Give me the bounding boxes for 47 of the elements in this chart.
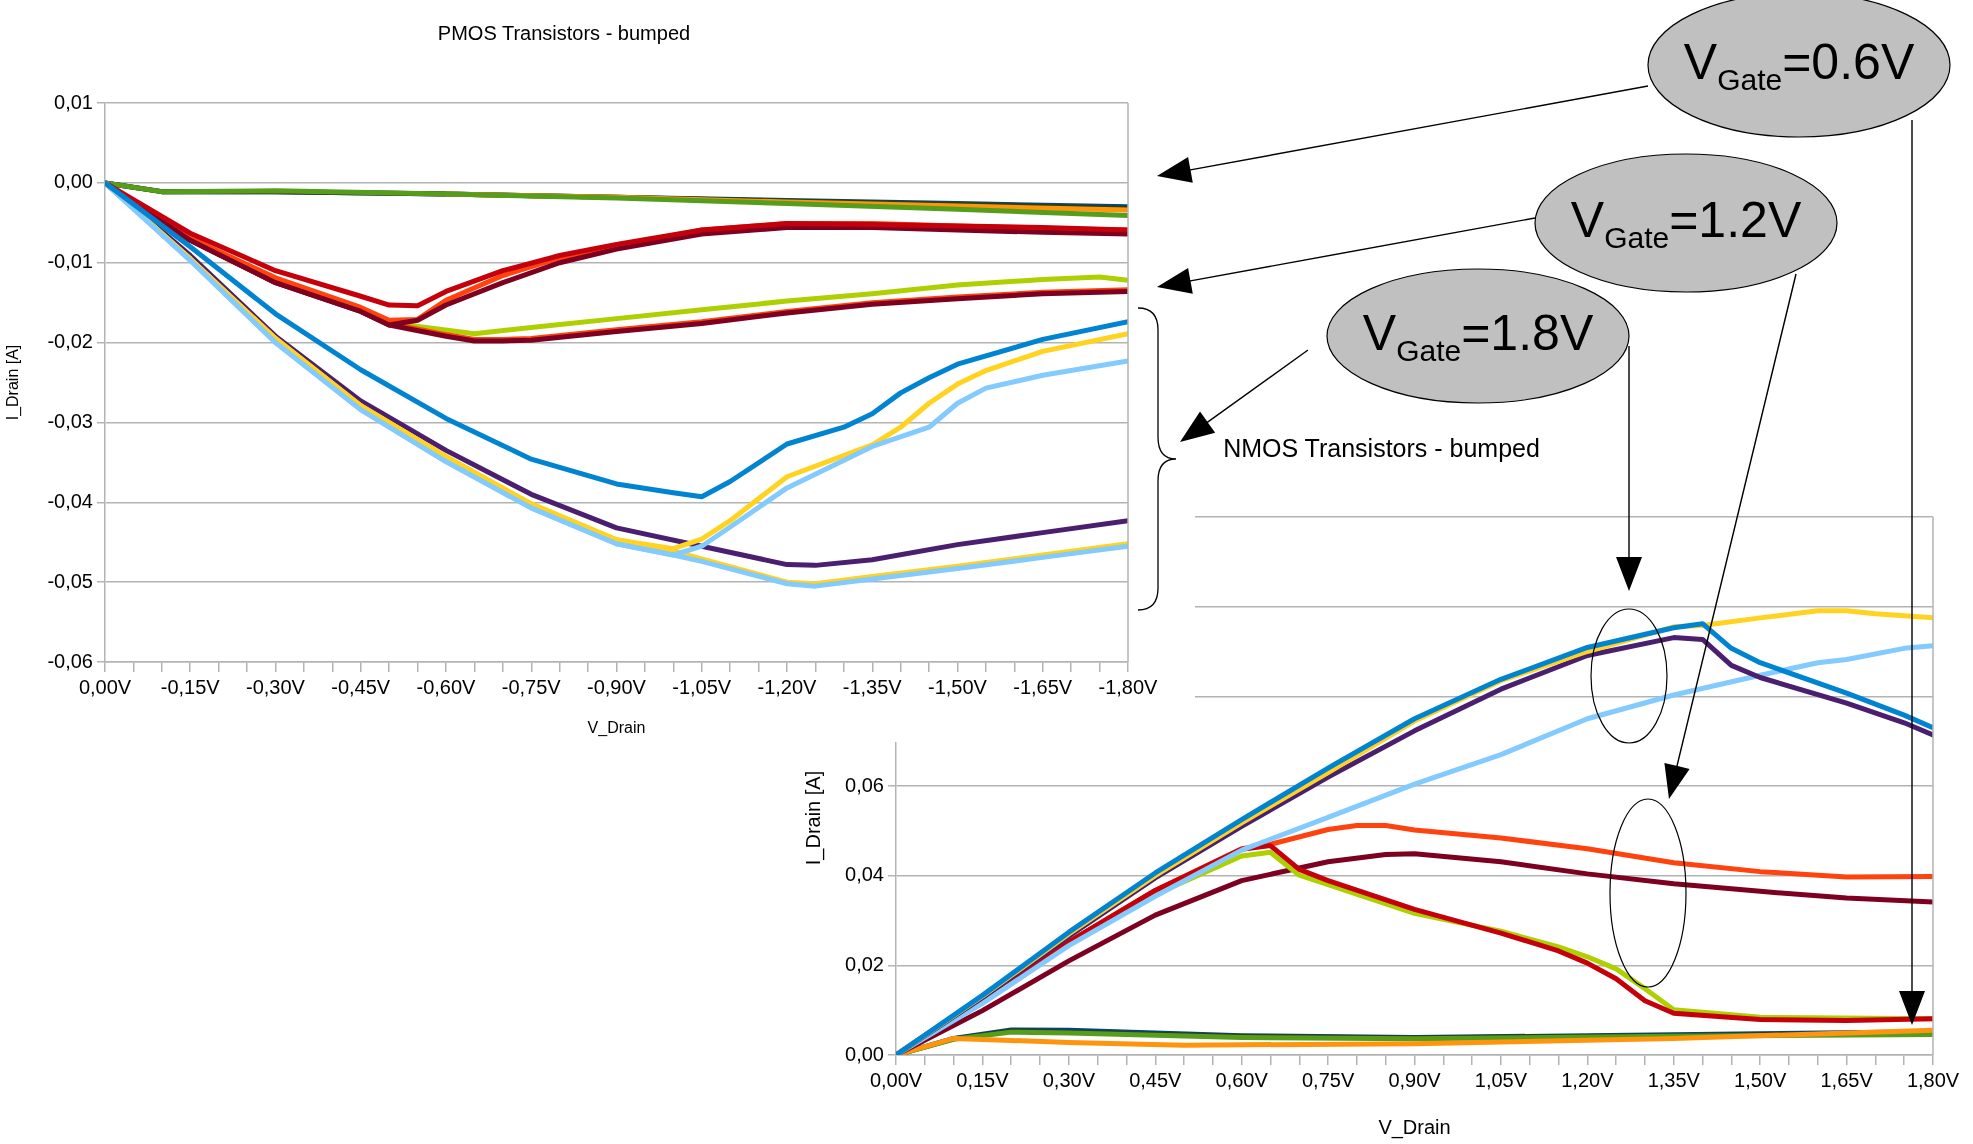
x-tick-label: -0,90V bbox=[587, 675, 647, 698]
y-tick-label: 0,06 bbox=[845, 773, 884, 796]
y-tick-label: -0,01 bbox=[47, 250, 93, 273]
x-tick-label: 1,50V bbox=[1734, 1068, 1787, 1091]
x-tick-label: 0,60V bbox=[1215, 1068, 1269, 1091]
y-axis-title: I_Drain [A] bbox=[4, 344, 23, 421]
x-tick-label: -0,15V bbox=[160, 675, 221, 698]
chart-title: PMOS Transistors - bumped bbox=[437, 21, 691, 44]
y-tick-label: 0,01 bbox=[54, 90, 93, 113]
x-axis-title: V_Drain bbox=[587, 718, 646, 737]
x-tick-label: 0,00V bbox=[78, 675, 132, 698]
text: V$_{Gate}$=1.2V bbox=[1570, 192, 1802, 254]
x-tick-label: 1,20V bbox=[1561, 1068, 1615, 1091]
text: V$_{Gate}$=0.6V bbox=[1683, 34, 1915, 96]
x-tick-label: -1,80V bbox=[1098, 675, 1159, 698]
y-tick-label: 0,02 bbox=[845, 952, 884, 975]
y-tick-label: 0,00 bbox=[54, 170, 93, 193]
x-tick-label: 0,90V bbox=[1388, 1068, 1442, 1091]
y-tick-label: -0,03 bbox=[47, 409, 93, 432]
x-tick-label: -1,50V bbox=[928, 675, 988, 698]
x-tick-label: -1,20V bbox=[757, 675, 818, 698]
x-tick-label: 1,65V bbox=[1820, 1068, 1874, 1091]
x-tick-label: 0,00V bbox=[869, 1068, 923, 1091]
x-tick-label: -0,75V bbox=[501, 675, 562, 698]
x-tick-label: -1,65V bbox=[1013, 675, 1073, 698]
y-tick-label: -0,06 bbox=[47, 649, 93, 672]
x-tick-label: -1,35V bbox=[842, 675, 903, 698]
x-tick-label: -0,45V bbox=[331, 675, 391, 698]
x-tick-label: -0,30V bbox=[246, 675, 306, 698]
chart-title: NMOS Transistors - bumped bbox=[1223, 433, 1540, 462]
x-tick-label: 1,80V bbox=[1906, 1068, 1960, 1091]
text: V$_{Gate}$=1.8V bbox=[1362, 305, 1594, 367]
y-tick-label: -0,04 bbox=[47, 489, 93, 512]
x-tick-label: -1,05V bbox=[672, 675, 732, 698]
x-tick-label: 0,15V bbox=[956, 1068, 1010, 1091]
x-tick-label: 0,30V bbox=[1042, 1068, 1096, 1091]
x-tick-label: 0,45V bbox=[1129, 1068, 1183, 1091]
y-tick-label: 0,04 bbox=[845, 863, 884, 886]
x-tick-label: -0,60V bbox=[416, 675, 477, 698]
x-tick-label: 0,75V bbox=[1301, 1068, 1355, 1091]
y-tick-label: 0,00 bbox=[845, 1042, 884, 1065]
x-tick-label: 1,35V bbox=[1647, 1068, 1701, 1091]
y-tick-label: -0,05 bbox=[47, 569, 93, 592]
x-axis-title: V_Drain bbox=[1378, 1115, 1451, 1139]
x-tick-label: 1,05V bbox=[1474, 1068, 1528, 1091]
y-tick-label: -0,02 bbox=[47, 330, 93, 353]
y-axis-title: I_Drain [A] bbox=[801, 770, 825, 866]
